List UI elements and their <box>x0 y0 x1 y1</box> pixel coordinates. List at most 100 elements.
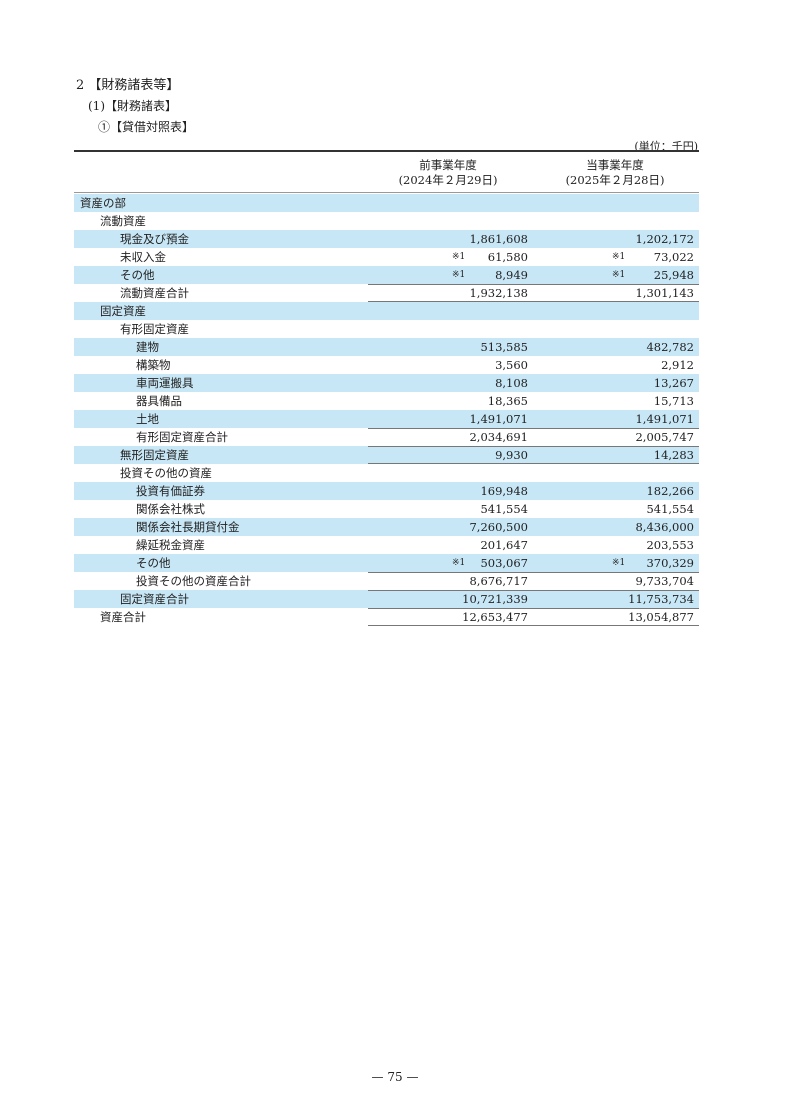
value-cell <box>534 320 694 337</box>
value-cell: 7,260,500 <box>368 518 528 535</box>
value: 13,054,877 <box>628 610 694 624</box>
value-cell: 2,034,691 <box>368 428 528 445</box>
table-top-rule <box>74 150 699 152</box>
row-label: 固定資産合計 <box>120 592 189 606</box>
value-cell: 8,436,000 <box>534 518 694 535</box>
row-label: 有形固定資産合計 <box>136 430 228 444</box>
value: 169,948 <box>480 484 528 498</box>
value-cell: 9,733,704 <box>534 572 694 589</box>
table-row: 現金及び預金 1,861,608 1,202,172 <box>74 230 699 248</box>
value-cell: 8,676,717 <box>368 572 528 589</box>
table-row: その他 ※1 503,067 ※1 370,329 <box>74 554 699 572</box>
value-cell: 18,365 <box>368 392 528 409</box>
column-title: 前事業年度 <box>419 158 477 172</box>
subtotal-rule <box>368 608 699 609</box>
note-marker: ※1 <box>612 270 626 280</box>
value-cell: 169,948 <box>368 482 528 499</box>
row-label: その他 <box>120 268 155 282</box>
value: 2,005,747 <box>635 430 694 444</box>
balance-sheet-table: 資産の部 流動資産 現金及び預金 1,861,608 1,202,172 未収入金 ※1 61… <box>74 194 699 626</box>
column-header-current-year: 当事業年度 (2025年２月28日) <box>532 158 698 188</box>
table-row: 流動資産合計 1,932,138 1,301,143 <box>74 284 699 302</box>
value-cell <box>368 212 528 229</box>
value-cell: 1,491,071 <box>534 410 694 427</box>
value: 1,932,138 <box>469 286 528 300</box>
subsection-heading: (1)【財務諸表】 <box>88 99 177 113</box>
table-row: 未収入金 ※1 61,580 ※1 73,022 <box>74 248 699 266</box>
value-cell: 15,713 <box>534 392 694 409</box>
value: 1,301,143 <box>635 286 694 300</box>
value: 3,560 <box>495 358 528 372</box>
table-row: 関係会社株式 541,554 541,554 <box>74 500 699 518</box>
value-cell: 513,585 <box>368 338 528 355</box>
subtotal-rule <box>368 590 699 591</box>
page-number: — 75 — <box>371 1070 419 1084</box>
value: 2,912 <box>661 358 694 372</box>
value-cell: 541,554 <box>534 500 694 517</box>
value: 541,554 <box>646 502 694 516</box>
row-label: 投資その他の資産 <box>120 466 212 480</box>
value: 482,782 <box>646 340 694 354</box>
table-heading: ①【貸借対照表】 <box>98 120 195 134</box>
value: 2,034,691 <box>469 430 528 444</box>
value: 8,108 <box>495 376 528 390</box>
table-row: 建物 513,585 482,782 <box>74 338 699 356</box>
value-cell: 12,653,477 <box>368 608 528 625</box>
table-row: 関係会社長期貸付金 7,260,500 8,436,000 <box>74 518 699 536</box>
value: 13,267 <box>653 376 694 390</box>
value-cell: ※1 503,067 <box>368 554 528 571</box>
value-cell: 482,782 <box>534 338 694 355</box>
value-cell: 182,266 <box>534 482 694 499</box>
value: 182,266 <box>646 484 694 498</box>
value-cell: 203,553 <box>534 536 694 553</box>
unit-label: (単位：千円) <box>634 140 698 153</box>
section-heading: 2 【財務諸表等】 <box>76 78 180 93</box>
value: 14,283 <box>653 448 694 462</box>
value: 9,733,704 <box>635 574 694 588</box>
row-label: 流動資産 <box>100 214 146 228</box>
value-cell: 1,202,172 <box>534 230 694 247</box>
value: 370,329 <box>646 556 694 570</box>
note-marker: ※1 <box>452 270 466 280</box>
total-rule <box>368 625 699 626</box>
value: 12,653,477 <box>462 610 528 624</box>
value-cell: 3,560 <box>368 356 528 373</box>
value: 10,721,339 <box>462 592 528 606</box>
value-cell <box>368 320 528 337</box>
value-cell: ※1 8,949 <box>368 266 528 283</box>
value: 8,676,717 <box>469 574 528 588</box>
row-label: 資産合計 <box>100 610 146 624</box>
value-cell: 13,054,877 <box>534 608 694 625</box>
table-row: 器具備品 18,365 15,713 <box>74 392 699 410</box>
value: 513,585 <box>480 340 528 354</box>
value-cell <box>534 302 694 319</box>
value-cell: ※1 61,580 <box>368 248 528 265</box>
row-label: 器具備品 <box>136 394 182 408</box>
value-cell: 1,491,071 <box>368 410 528 427</box>
row-label: 現金及び預金 <box>120 232 189 246</box>
value: 18,365 <box>487 394 528 408</box>
table-row: 投資その他の資産 <box>74 464 699 482</box>
value-cell: 2,912 <box>534 356 694 373</box>
row-label: 未収入金 <box>120 250 166 264</box>
row-label: 投資有価証券 <box>136 484 205 498</box>
column-title: 当事業年度 <box>586 158 644 172</box>
value-cell: 1,932,138 <box>368 284 528 301</box>
column-date: (2025年２月28日) <box>565 173 665 187</box>
value-cell <box>534 194 694 211</box>
value: 15,713 <box>653 394 694 408</box>
table-row: 車両運搬具 8,108 13,267 <box>74 374 699 392</box>
value: 1,202,172 <box>635 232 694 246</box>
note-marker: ※1 <box>612 558 626 568</box>
value-cell <box>534 464 694 481</box>
value-cell: 8,108 <box>368 374 528 391</box>
value-cell <box>534 212 694 229</box>
row-label: 構築物 <box>136 358 171 372</box>
table-row: 土地 1,491,071 1,491,071 <box>74 410 699 428</box>
value: 201,647 <box>480 538 528 552</box>
value-cell: 201,647 <box>368 536 528 553</box>
value-cell <box>368 302 528 319</box>
value-cell <box>368 464 528 481</box>
value: 9,930 <box>495 448 528 462</box>
